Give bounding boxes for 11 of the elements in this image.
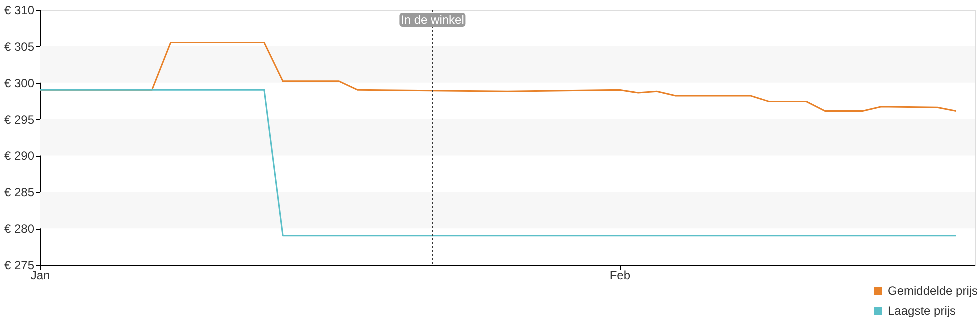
y-tick-label: € 305 bbox=[4, 40, 35, 54]
y-tick-label: € 295 bbox=[4, 112, 35, 127]
y-tick-label: € 310 bbox=[4, 4, 35, 18]
legend-label: Laagste prijs bbox=[888, 304, 956, 318]
y-tick-label: € 290 bbox=[4, 149, 35, 164]
y-tick-label: € 300 bbox=[4, 76, 35, 90]
y-tick-label: € 285 bbox=[4, 186, 35, 200]
ref-line-label: In de winkel bbox=[401, 13, 464, 27]
legend-label: Gemiddelde prijs bbox=[888, 284, 978, 298]
y-tick-label: € 280 bbox=[4, 222, 35, 236]
x-tick-label: Feb bbox=[610, 268, 631, 282]
